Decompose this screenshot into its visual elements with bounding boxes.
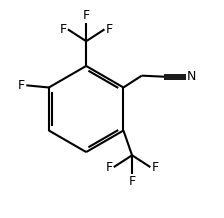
Text: F: F [18,79,25,92]
Text: F: F [106,23,113,36]
Text: F: F [60,23,67,36]
Text: F: F [106,161,113,174]
Text: N: N [187,70,196,83]
Text: F: F [151,161,159,174]
Text: F: F [83,9,90,22]
Text: F: F [129,175,136,188]
